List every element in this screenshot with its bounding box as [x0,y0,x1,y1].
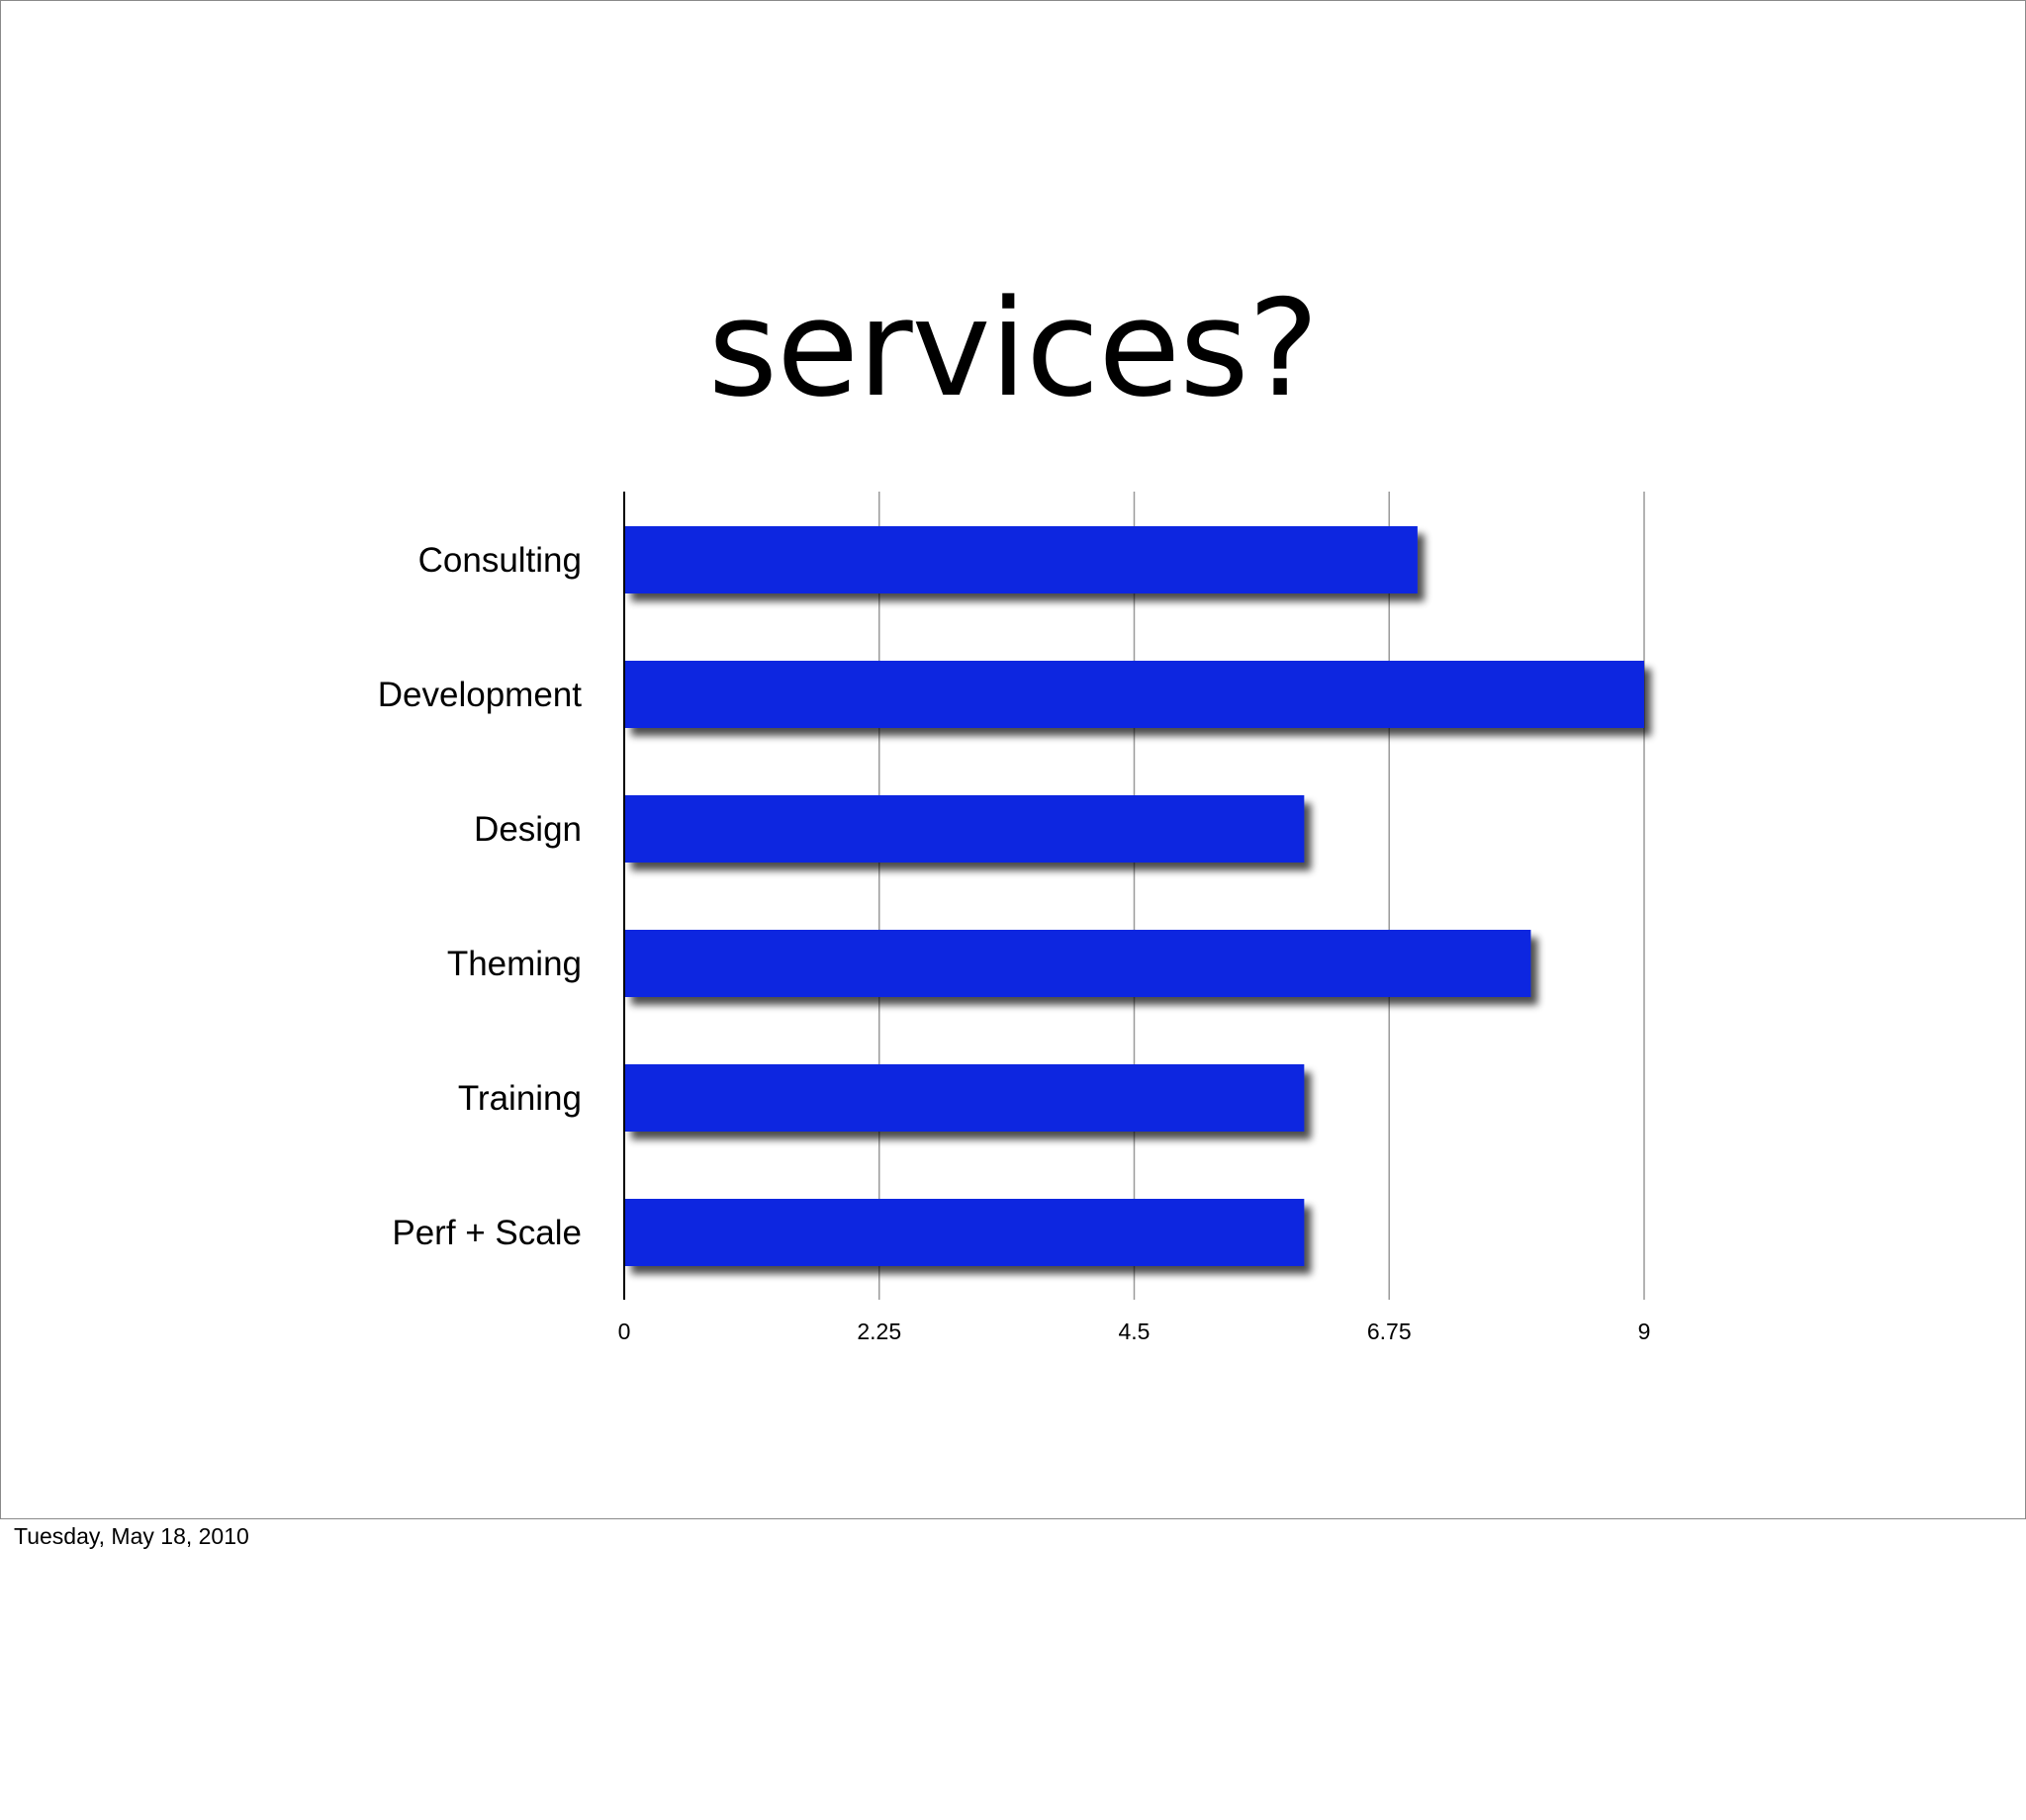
slide-title: services? [707,271,1320,426]
x-tick-label: 0 [618,1319,631,1344]
tick-labels: 0 2.25 4.5 6.75 9 [618,1319,1651,1344]
footer-date: Tuesday, May 18, 2010 [14,1523,249,1549]
x-tick-label: 6.75 [1367,1319,1412,1344]
category-label: Theming [447,945,582,983]
category-label: Development [378,676,582,714]
category-labels: Consulting Development Design Theming Traini… [378,541,582,1252]
category-label: Perf + Scale [392,1214,582,1252]
x-tick-label: 9 [1638,1319,1651,1344]
bar [624,1199,1305,1266]
category-label: Design [474,810,582,849]
bars [624,526,1644,1266]
category-label: Training [458,1079,582,1118]
bar-chart: Consulting Development Design Theming Traini… [378,492,1651,1344]
x-tick-label: 2.25 [857,1319,901,1344]
gridlines [878,492,1645,1300]
bar [624,930,1531,997]
bar [624,526,1418,593]
bar [624,795,1305,863]
bar [624,661,1644,728]
category-label: Consulting [418,541,582,580]
x-tick-label: 4.5 [1119,1319,1151,1344]
bar [624,1064,1305,1132]
